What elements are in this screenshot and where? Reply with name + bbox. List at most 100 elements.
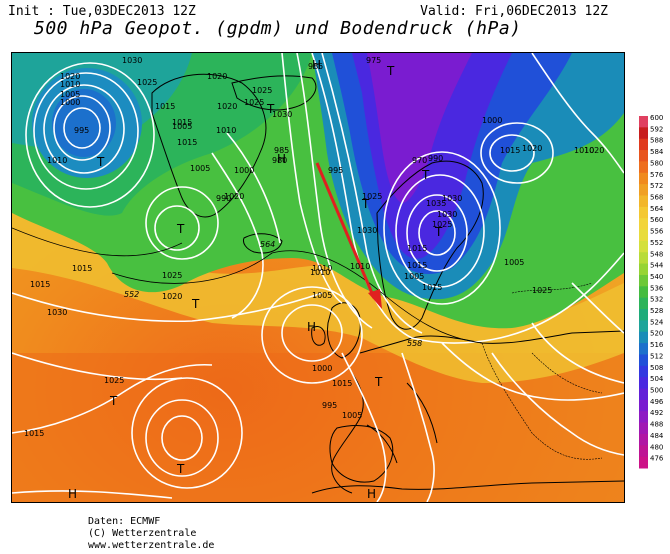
scandinavian-low-deep	[367, 53, 472, 203]
isobar-label: 1000	[482, 116, 502, 125]
legend-swatch	[639, 365, 648, 378]
low-pressure-centre: T	[109, 394, 118, 408]
legend-swatch	[639, 127, 648, 140]
isobar-label: 1020	[162, 292, 182, 301]
low-pressure-centre: T	[266, 102, 275, 116]
legend-label: 524	[650, 318, 664, 326]
legend-swatch	[639, 433, 648, 446]
isobar-label: 990	[428, 154, 443, 163]
geopotential-contours	[12, 227, 483, 344]
high-pressure-centre: H	[277, 152, 286, 166]
legend-swatch	[639, 399, 648, 412]
isobar-label: 1025	[162, 271, 182, 280]
legend-swatch	[639, 161, 648, 174]
legend-swatch	[639, 116, 648, 128]
isobar-label: 1015	[407, 261, 427, 270]
isobar-label: 1000	[234, 166, 254, 175]
low-pressure-centre: T	[374, 375, 383, 389]
legend-swatch	[639, 286, 648, 299]
contour-label: 552	[124, 290, 139, 299]
legend-swatch	[639, 445, 648, 458]
isobar-label: 1020	[207, 72, 227, 81]
legend-swatch	[639, 377, 648, 390]
legend-swatch	[639, 274, 648, 287]
legend-label: 512	[650, 352, 663, 360]
legend-label: 592	[650, 125, 663, 133]
isobar-label: 1020	[217, 102, 237, 111]
isobar-label: 1025	[362, 192, 382, 201]
contour-label: 558	[407, 339, 422, 348]
legend-swatch	[639, 150, 648, 162]
isobars	[12, 53, 624, 502]
contour-labels: 564 552 558	[124, 240, 422, 348]
isobar-label: 1025	[137, 78, 157, 87]
low-pressure-centre: T	[434, 225, 443, 239]
legend-swatch	[639, 320, 648, 333]
isobar-label: 975	[366, 56, 381, 65]
legend-swatch	[639, 309, 648, 321]
isobar-label: 1035	[426, 199, 446, 208]
isobar-label: 1025	[104, 376, 124, 385]
legend-label: 556	[650, 228, 664, 236]
isobar-label: 1030	[272, 110, 292, 119]
isobar-label: 1000	[312, 364, 332, 373]
iceland	[243, 233, 283, 254]
legend-label: 520	[650, 330, 663, 338]
legend-label: 532	[650, 296, 663, 304]
legend-label: 544	[650, 262, 664, 270]
legend-swatch	[639, 229, 648, 242]
isobar-label: 1010	[350, 262, 370, 271]
isobar-label: 1015	[177, 138, 197, 147]
isobar-label: 1030	[122, 56, 142, 65]
isobar-label: 1005	[60, 90, 80, 99]
color-legend: 600 592 588 584 580 576 572 568 564 560 556 552 548 5…	[639, 114, 664, 469]
legend-swatch	[639, 172, 648, 185]
high-pressure-centre: H	[312, 58, 321, 72]
legend-label: 496	[650, 398, 664, 406]
isobar-label: 1015	[24, 429, 44, 438]
isobar-label: 1005	[504, 258, 524, 267]
legend-label: 572	[650, 182, 663, 190]
legend-label: 500	[650, 387, 663, 395]
isobar-label: 1025	[252, 86, 272, 95]
greenland	[151, 73, 267, 218]
legend-label: 588	[650, 137, 663, 145]
isobar-labels: 1030102510201015101010051000995102010251…	[24, 56, 604, 438]
legend-swatch	[639, 195, 648, 208]
isobar-label: 985	[308, 62, 323, 71]
legend-swatch	[639, 354, 648, 367]
high-pressure-centre: H	[367, 487, 376, 501]
low-pressure-centre: T	[176, 462, 185, 476]
legend-label: 508	[650, 364, 663, 372]
isobar-label: 1010	[60, 80, 80, 89]
isobar-label: 1015	[172, 118, 192, 127]
legend-label: 516	[650, 341, 664, 349]
init-time: Init : Tue,03DEC2013 12Z	[8, 4, 196, 19]
footer-data-source: Daten: ECMWF	[88, 516, 161, 527]
isobar-label: 1015	[155, 102, 175, 111]
legend-swatch	[639, 297, 648, 310]
legend-swatch	[639, 263, 648, 276]
low-pressure-centre: T	[176, 222, 185, 236]
legend-label: 548	[650, 250, 663, 258]
map-title: 500 hPa Geopot. (gpdm) und Bodendruck (h…	[34, 18, 522, 39]
yellow-band	[12, 203, 624, 383]
legend-swatch	[639, 388, 648, 401]
legend-label: 576	[650, 171, 664, 179]
arctic-islands	[231, 75, 317, 111]
isobar-label: 1005	[342, 411, 362, 420]
legend-label: 600	[650, 114, 663, 122]
legend-label: 488	[650, 421, 663, 429]
isobar-label: 1010	[574, 146, 594, 155]
weather-map: 1030 1025 1020 1015 1010 1005 1000 995 1020 1025 1…	[11, 52, 625, 503]
legend-label: 568	[650, 193, 663, 201]
legend-label: 540	[650, 273, 663, 281]
legend-label: 504	[650, 375, 664, 383]
isobar-label: 1005	[312, 291, 332, 300]
weather-map-svg: 1030102510201015101010051000995102010251…	[12, 53, 624, 502]
scandinavia	[376, 160, 484, 330]
isobar-label: 995	[74, 126, 89, 135]
isobar-label: 990	[216, 194, 231, 203]
isobar-label: 1005	[190, 164, 210, 173]
legend-swatch	[639, 411, 648, 424]
